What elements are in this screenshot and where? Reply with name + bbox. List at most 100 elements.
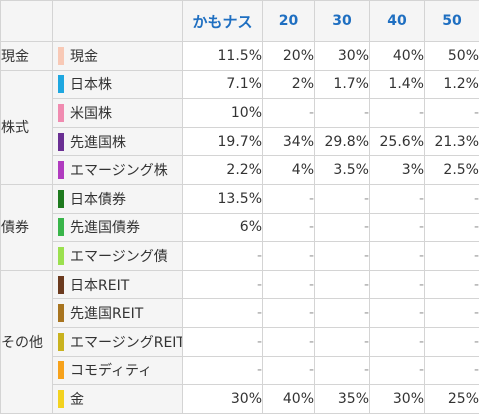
table-row: エマージング株 2.2% 4% 3.5% 3% 2.5%: [1, 155, 479, 185]
group-label-bonds: 債券: [0, 183, 53, 271]
color-swatch: [58, 189, 64, 208]
group-label-stocks: 株式: [0, 69, 53, 185]
asset-cell: 先進国債券: [52, 212, 183, 243]
value-cell: -: [424, 355, 479, 386]
value-cell: -: [262, 355, 315, 386]
value-cell: -: [262, 241, 315, 271]
color-swatch: [58, 161, 64, 180]
asset-label: 日本債券: [70, 191, 126, 208]
value-cell: -: [369, 326, 425, 357]
asset-label: 先進国株: [70, 134, 126, 151]
asset-cell: 先進国REIT: [52, 298, 183, 328]
value-cell: -: [182, 326, 263, 357]
value-cell: 19.7%: [182, 126, 263, 157]
group-label-cash: 現金: [0, 41, 53, 71]
color-swatch: [58, 75, 64, 94]
asset-label: コモディティ: [70, 363, 153, 380]
value-cell: -: [182, 269, 263, 300]
value-cell: -: [314, 212, 370, 243]
value-cell: -: [314, 298, 370, 328]
value-cell: -: [262, 98, 315, 128]
asset-label: エマージング株: [70, 163, 168, 180]
value-cell: -: [369, 298, 425, 328]
color-swatch: [58, 361, 64, 380]
asset-cell: 先進国株: [52, 126, 183, 157]
value-cell: 3%: [369, 155, 425, 185]
table-row: 金 30% 40% 35% 30% 25%: [1, 384, 479, 414]
value-cell: -: [369, 355, 425, 386]
value-cell: 20%: [262, 41, 315, 71]
column-header-20: 20: [262, 0, 315, 42]
value-cell: -: [424, 212, 479, 243]
value-cell: 1.7%: [314, 69, 370, 100]
asset-cell: コモディティ: [52, 355, 183, 386]
table-row: コモディティ - - - - -: [1, 355, 479, 386]
value-cell: -: [424, 183, 479, 214]
value-cell: -: [262, 212, 315, 243]
value-cell: 3.5%: [314, 155, 370, 185]
table-row: 現金 現金 11.5% 20% 30% 40% 50%: [0, 41, 479, 71]
value-cell: 40%: [369, 41, 425, 71]
value-cell: -: [369, 241, 425, 271]
value-cell: -: [424, 241, 479, 271]
value-cell: -: [314, 326, 370, 357]
value-cell: -: [424, 269, 479, 300]
corner-cell-2: [52, 0, 183, 42]
value-cell: -: [262, 326, 315, 357]
value-cell: -: [314, 98, 370, 128]
value-cell: -: [424, 98, 479, 128]
value-cell: 40%: [262, 384, 315, 414]
asset-label: 先進国債券: [70, 220, 140, 237]
value-cell: 25.6%: [369, 126, 425, 157]
asset-cell: エマージング債: [52, 241, 183, 271]
column-header-50: 50: [424, 0, 479, 42]
value-cell: 13.5%: [182, 183, 263, 214]
value-cell: 1.2%: [424, 69, 479, 100]
asset-label: 米国株: [70, 105, 112, 122]
table-row: エマージング債 - - - - -: [1, 241, 479, 271]
value-cell: 2%: [262, 69, 315, 100]
value-cell: -: [369, 98, 425, 128]
value-cell: 1.4%: [369, 69, 425, 100]
asset-cell: エマージングREIT: [52, 326, 183, 357]
table-row: 米国株 10% - - - -: [1, 98, 479, 128]
value-cell: 30%: [314, 41, 370, 71]
value-cell: 35%: [314, 384, 370, 414]
asset-cell: 現金: [52, 41, 183, 71]
value-cell: -: [262, 269, 315, 300]
value-cell: -: [182, 355, 263, 386]
value-cell: -: [262, 298, 315, 328]
value-cell: -: [314, 183, 370, 214]
asset-cell: 日本債券: [52, 183, 183, 214]
value-cell: 21.3%: [424, 126, 479, 157]
asset-label: 先進国REIT: [70, 306, 144, 323]
value-cell: 30%: [182, 384, 263, 414]
asset-cell: エマージング株: [52, 155, 183, 185]
value-cell: 2.2%: [182, 155, 263, 185]
value-cell: -: [424, 298, 479, 328]
color-swatch: [58, 246, 64, 265]
color-swatch: [58, 304, 64, 323]
table-row: 先進国債券 6% - - - -: [1, 212, 479, 243]
color-swatch: [58, 275, 64, 294]
value-cell: 50%: [424, 41, 479, 71]
asset-label: エマージングREIT: [70, 334, 183, 351]
value-cell: 10%: [182, 98, 263, 128]
group-label-others: その他: [0, 269, 53, 414]
column-header-30: 30: [314, 0, 370, 42]
value-cell: 7.1%: [182, 69, 263, 100]
asset-cell: 日本株: [52, 69, 183, 100]
asset-label: エマージング債: [70, 248, 168, 265]
color-swatch: [58, 103, 64, 122]
color-swatch: [58, 46, 64, 65]
asset-label: 日本株: [70, 77, 112, 94]
table-row: 株式 日本株 7.1% 2% 1.7% 1.4% 1.2%: [0, 69, 479, 185]
value-cell: -: [314, 355, 370, 386]
asset-cell: 日本REIT: [52, 269, 183, 300]
value-cell: 29.8%: [314, 126, 370, 157]
table-row: 債券 日本債券 13.5% - - - -: [0, 183, 479, 271]
asset-cell: 金: [52, 384, 183, 414]
asset-label: 日本REIT: [70, 277, 130, 294]
corner-cell: [0, 0, 53, 42]
value-cell: -: [182, 241, 263, 271]
